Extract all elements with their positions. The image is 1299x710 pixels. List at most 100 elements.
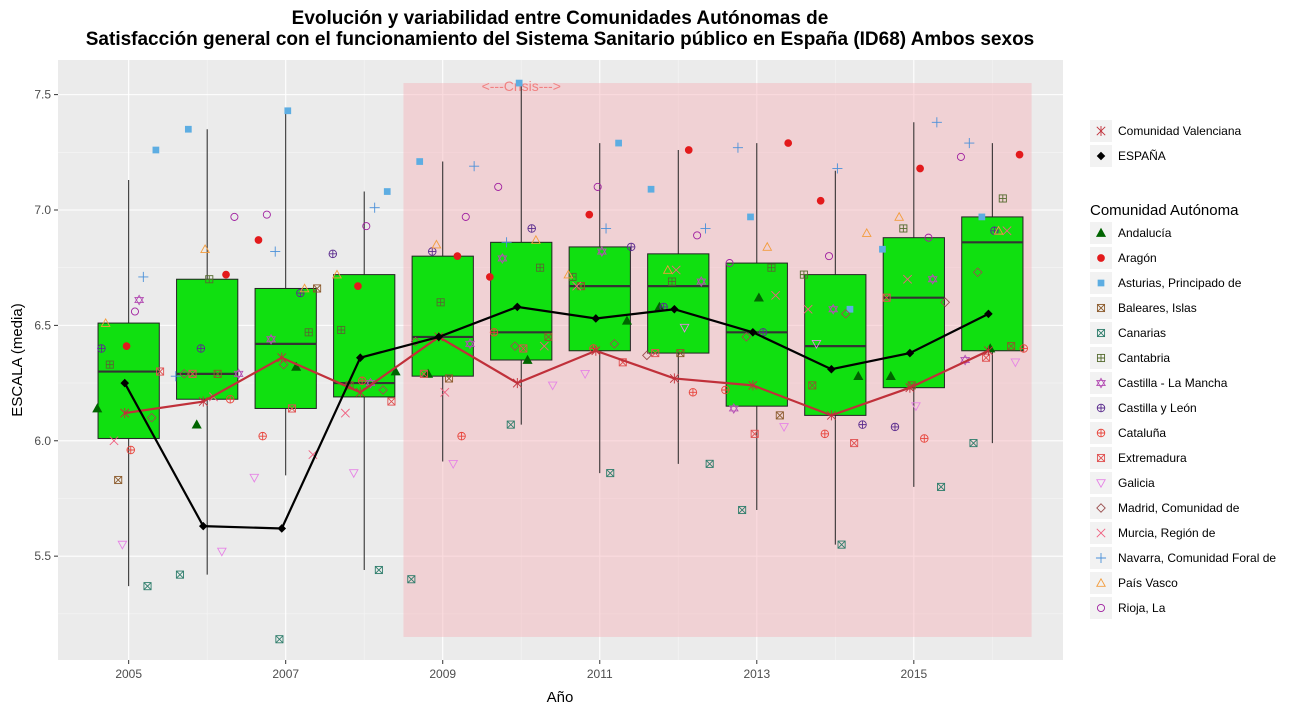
data-point — [753, 292, 764, 302]
marker-shape — [964, 138, 975, 149]
data-point — [436, 298, 445, 307]
data-point — [741, 332, 752, 342]
data-point — [747, 213, 754, 221]
line-point — [355, 387, 365, 398]
data-point — [184, 125, 192, 133]
marker-shape — [490, 328, 498, 337]
data-point — [362, 222, 371, 231]
marker-shape — [924, 233, 933, 242]
legend-label: Baleares, Islas — [1118, 301, 1197, 315]
marker-shape — [134, 294, 145, 306]
data-point — [615, 139, 622, 147]
marker-shape — [775, 411, 784, 420]
marker-shape — [606, 469, 615, 478]
x-tick-label: 2007 — [272, 667, 299, 681]
marker-shape — [92, 403, 103, 413]
marker-shape — [374, 566, 383, 574]
marker-shape — [882, 293, 891, 302]
data-point — [858, 420, 867, 429]
marker-shape — [1096, 151, 1106, 161]
data-point — [547, 381, 558, 391]
x-tick-label: 2011 — [587, 667, 613, 681]
marker-shape — [903, 274, 913, 284]
legend-marker — [1096, 528, 1106, 538]
data-point — [354, 282, 362, 291]
line-point — [748, 328, 758, 337]
marker-shape — [383, 188, 391, 195]
data-point — [461, 212, 470, 221]
legend-label: Extremadura — [1118, 451, 1187, 465]
data-point — [651, 349, 660, 358]
data-point — [374, 565, 383, 575]
marker-shape — [779, 423, 789, 433]
legend-marker — [1096, 125, 1106, 137]
data-point — [205, 275, 214, 284]
marker-shape — [580, 370, 591, 379]
marker-shape — [920, 434, 929, 443]
line-point — [591, 314, 601, 323]
data-point — [390, 366, 401, 376]
marker-shape — [547, 381, 558, 391]
legend-marker — [1096, 503, 1106, 513]
marker-shape — [563, 269, 574, 279]
marker-shape — [494, 182, 503, 191]
x-tick-label: 2013 — [743, 667, 770, 681]
marker-shape — [1097, 429, 1105, 437]
marker-shape — [277, 352, 287, 363]
chart-title: Evolución y variabilidad entre Comunidad… — [292, 8, 829, 29]
box-iqr — [490, 241, 553, 361]
data-point — [200, 244, 211, 254]
data-point — [299, 283, 310, 293]
marker-shape — [910, 402, 921, 412]
marker-shape — [741, 332, 752, 342]
data-point — [270, 246, 281, 257]
marker-shape — [593, 182, 602, 191]
marker-shape — [539, 341, 549, 351]
line-point — [120, 408, 130, 419]
marker-shape — [308, 450, 318, 460]
series-line — [124, 335, 989, 417]
data-point — [1002, 226, 1012, 236]
data-point — [937, 482, 946, 491]
line-point — [591, 345, 601, 356]
data-point — [1010, 358, 1021, 368]
legend-marker — [1095, 552, 1107, 564]
marker-shape — [700, 223, 711, 234]
data-point — [846, 305, 854, 313]
legend-label: Asturias, Principado de — [1118, 276, 1242, 290]
data-point — [278, 359, 289, 370]
data-point — [808, 381, 817, 390]
legend-marker — [1096, 453, 1106, 463]
marker-shape — [811, 340, 822, 349]
marker-shape — [512, 378, 522, 389]
marker-shape — [120, 408, 130, 419]
data-point — [725, 259, 734, 268]
legend-label: Comunidad Valenciana — [1118, 124, 1242, 138]
data-point — [337, 325, 346, 335]
line-point — [826, 410, 836, 421]
legend-label: Cantabria — [1118, 351, 1170, 365]
data-point — [853, 370, 864, 381]
marker-shape — [621, 315, 633, 325]
marker-shape — [1096, 303, 1106, 313]
marker-shape — [291, 361, 302, 371]
marker-shape — [288, 404, 296, 413]
marker-shape — [858, 420, 867, 429]
marker-shape — [530, 234, 541, 244]
x-tick-label: 2005 — [115, 667, 142, 681]
data-point — [596, 246, 607, 258]
data-point — [213, 369, 222, 378]
marker-shape — [109, 436, 119, 446]
marker-shape — [882, 293, 891, 302]
legend-marker — [1097, 254, 1105, 262]
points — [92, 79, 1028, 644]
data-point — [97, 344, 106, 353]
data-point — [978, 213, 986, 221]
data-point — [383, 188, 391, 195]
marker-shape — [275, 635, 284, 644]
marker-shape — [461, 212, 470, 221]
marker-shape — [671, 265, 681, 275]
marker-shape — [138, 271, 149, 282]
marker-shape — [332, 269, 342, 279]
